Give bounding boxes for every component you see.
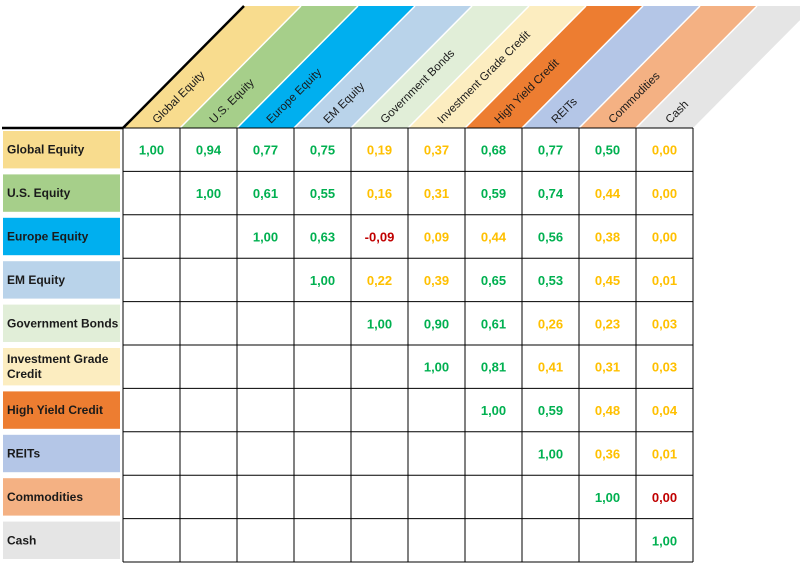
header-separator — [407, 5, 530, 129]
cell-value: 1,00 — [481, 403, 506, 418]
corner-diagonal — [122, 5, 245, 129]
cell-value: 0,09 — [424, 230, 449, 245]
header-band — [408, 6, 586, 128]
cell-value: 0,94 — [196, 143, 222, 158]
row-header-label: REITs — [7, 447, 40, 461]
cell-value: 0,48 — [595, 403, 620, 418]
cell-value: 0,63 — [310, 230, 335, 245]
cell-value: 0,77 — [253, 143, 278, 158]
cell-value: 1,00 — [595, 490, 620, 505]
row-header-label: U.S. Equity — [7, 186, 71, 200]
cell-value: 1,00 — [652, 533, 677, 548]
header-band — [579, 6, 757, 128]
cell-value: 0,00 — [652, 186, 677, 201]
cell-value: 0,03 — [652, 360, 677, 375]
row-header-label: Europe Equity — [7, 230, 89, 244]
row-header-label: Global Equity — [7, 143, 85, 157]
header-separator — [635, 5, 758, 129]
row-header — [3, 261, 120, 299]
cell-value: 0,39 — [424, 273, 449, 288]
cell-value: 0,68 — [481, 143, 506, 158]
cell-value: 0,26 — [538, 316, 563, 331]
row-header — [3, 304, 120, 342]
row-header-label: Government Bonds — [7, 316, 119, 330]
cell-value: 1,00 — [424, 360, 449, 375]
header-separator — [578, 5, 701, 129]
cell-value: 0,37 — [424, 143, 449, 158]
cell-value: 0,41 — [538, 360, 563, 375]
cell-value: 0,55 — [310, 186, 335, 201]
cell-value: 0,44 — [595, 186, 621, 201]
header-separator — [236, 5, 359, 129]
cell-value: 0,81 — [481, 360, 506, 375]
cell-value: 0,00 — [652, 490, 677, 505]
header-band — [237, 6, 415, 128]
cell-value: 0,56 — [538, 230, 563, 245]
cell-value: 0,03 — [652, 316, 677, 331]
cell-value: 0,44 — [481, 230, 507, 245]
cell-value: 0,53 — [538, 273, 563, 288]
row-header-label: Credit — [7, 367, 42, 381]
cell-value: 0,77 — [538, 143, 563, 158]
cell-value: 0,45 — [595, 273, 620, 288]
header-separator — [521, 5, 644, 129]
row-header — [3, 391, 120, 429]
cell-value: 1,00 — [196, 186, 221, 201]
header-band — [180, 6, 358, 128]
row-header — [3, 217, 120, 256]
cell-value: 0,31 — [424, 186, 449, 201]
header-band — [636, 6, 800, 128]
cell-value: 0,38 — [595, 230, 620, 245]
header-band — [123, 6, 301, 128]
cell-value: 0,61 — [481, 316, 506, 331]
header-band — [351, 6, 529, 128]
header-separator — [179, 5, 302, 129]
cell-value: -0,09 — [365, 230, 395, 245]
cell-value: 0,36 — [595, 447, 620, 462]
header-band — [522, 6, 700, 128]
cell-value: 1,00 — [139, 143, 164, 158]
row-header-label: Investment Grade — [7, 352, 109, 366]
cell-value: 0,75 — [310, 143, 335, 158]
cell-value: 0,50 — [595, 143, 620, 158]
header-band — [465, 6, 643, 128]
cell-value: 1,00 — [253, 230, 278, 245]
cell-value: 0,01 — [652, 447, 677, 462]
cell-value: 0,16 — [367, 186, 392, 201]
header-band — [294, 6, 472, 128]
cell-value: 0,74 — [538, 186, 564, 201]
cell-value: 0,00 — [652, 143, 677, 158]
cell-value: 0,61 — [253, 186, 278, 201]
cell-value: 0,19 — [367, 143, 392, 158]
row-header-label: EM Equity — [7, 273, 65, 287]
row-header — [3, 478, 120, 516]
cell-value: 0,23 — [595, 316, 620, 331]
cell-value: 0,01 — [652, 273, 677, 288]
row-header-label: High Yield Credit — [7, 403, 103, 417]
cell-value: 0,04 — [652, 403, 678, 418]
row-header — [3, 434, 120, 473]
row-header-label: Cash — [7, 533, 36, 547]
cell-value: 0,59 — [538, 403, 563, 418]
row-header — [3, 348, 120, 386]
row-header — [3, 131, 120, 169]
cell-value: 0,31 — [595, 360, 620, 375]
cell-value: 1,00 — [538, 447, 563, 462]
cell-value: 0,90 — [424, 316, 449, 331]
header-separator — [350, 5, 473, 129]
cell-value: 1,00 — [367, 316, 392, 331]
cell-value: 0,00 — [652, 230, 677, 245]
header-separator — [464, 5, 587, 129]
row-header — [3, 521, 120, 559]
cell-value: 0,59 — [481, 186, 506, 201]
cell-value: 0,22 — [367, 273, 392, 288]
header-separator — [293, 5, 416, 129]
row-header — [3, 174, 120, 212]
cell-value: 0,65 — [481, 273, 506, 288]
row-header-label: Commodities — [7, 490, 83, 504]
cell-value: 1,00 — [310, 273, 335, 288]
